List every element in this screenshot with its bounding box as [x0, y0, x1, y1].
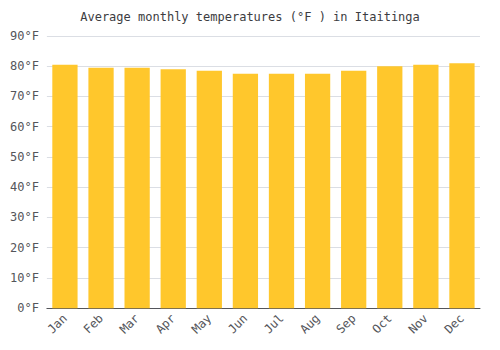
svg-text:Nov: Nov [406, 311, 431, 336]
svg-text:40°F: 40°F [10, 180, 39, 194]
svg-text:0°F: 0°F [17, 301, 39, 315]
svg-text:Feb: Feb [81, 311, 106, 336]
svg-text:Aug: Aug [297, 311, 322, 336]
svg-text:10°F: 10°F [10, 271, 39, 285]
svg-text:Mar: Mar [117, 311, 142, 336]
svg-text:Jan: Jan [45, 311, 70, 336]
svg-text:Average monthly temperatures (: Average monthly temperatures (°F ) in It… [80, 10, 420, 24]
svg-text:Jun: Jun [225, 311, 250, 336]
svg-text:50°F: 50°F [10, 150, 39, 164]
svg-text:Oct: Oct [370, 311, 395, 336]
svg-text:Dec: Dec [442, 311, 467, 336]
svg-text:70°F: 70°F [10, 89, 39, 103]
svg-text:20°F: 20°F [10, 241, 39, 255]
svg-text:Jul: Jul [261, 311, 286, 336]
svg-text:80°F: 80°F [10, 59, 39, 73]
svg-text:90°F: 90°F [10, 29, 39, 43]
svg-text:60°F: 60°F [10, 120, 39, 134]
svg-text:May: May [189, 311, 214, 336]
svg-text:Sep: Sep [333, 311, 358, 336]
svg-text:30°F: 30°F [10, 210, 39, 224]
svg-text:Apr: Apr [153, 311, 178, 336]
